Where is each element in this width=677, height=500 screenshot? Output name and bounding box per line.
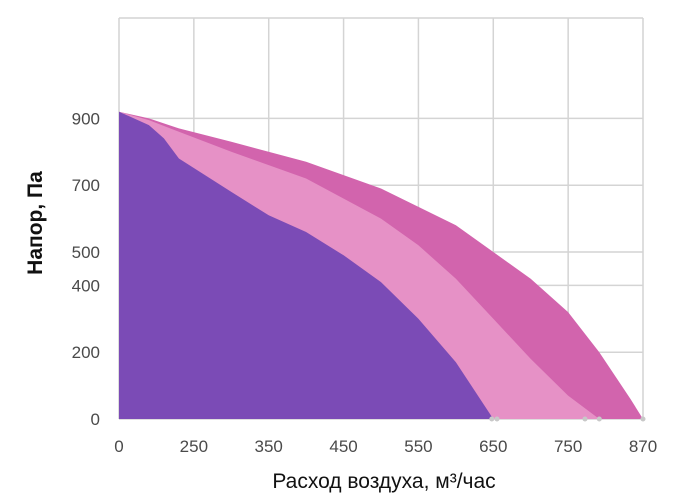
- x-tick-label: 650: [479, 437, 507, 456]
- x-tick-label: 0: [114, 437, 123, 456]
- y-tick-label: 700: [72, 176, 100, 195]
- y-tick-label: 200: [72, 343, 100, 362]
- x-tick-label: 450: [329, 437, 357, 456]
- y-tick-label: 0: [91, 410, 100, 429]
- axis-end-marker: [596, 416, 602, 422]
- y-axis-title: Напор, Па: [24, 171, 47, 275]
- x-tick-label: 250: [180, 437, 208, 456]
- series-area-3: [119, 111, 494, 419]
- x-tick-labels: 0 250 350 450 550 650 750 870: [114, 437, 657, 456]
- series-areas: [119, 111, 646, 422]
- y-tick-label: 500: [72, 243, 100, 262]
- y-tick-label: 900: [72, 109, 100, 128]
- x-tick-label: 750: [554, 437, 582, 456]
- x-tick-label: 550: [404, 437, 432, 456]
- y-tick-labels: 0 200 400 500 700 900: [72, 109, 100, 429]
- x-tick-label: 350: [255, 437, 283, 456]
- x-tick-label: 870: [629, 437, 657, 456]
- axis-end-marker: [489, 416, 495, 422]
- y-tick-label: 400: [72, 276, 100, 295]
- axis-end-marker: [582, 416, 588, 422]
- axis-end-marker: [640, 416, 646, 422]
- axis-end-marker: [494, 416, 500, 422]
- x-axis-title: Расход воздуха, м³/час: [272, 470, 495, 493]
